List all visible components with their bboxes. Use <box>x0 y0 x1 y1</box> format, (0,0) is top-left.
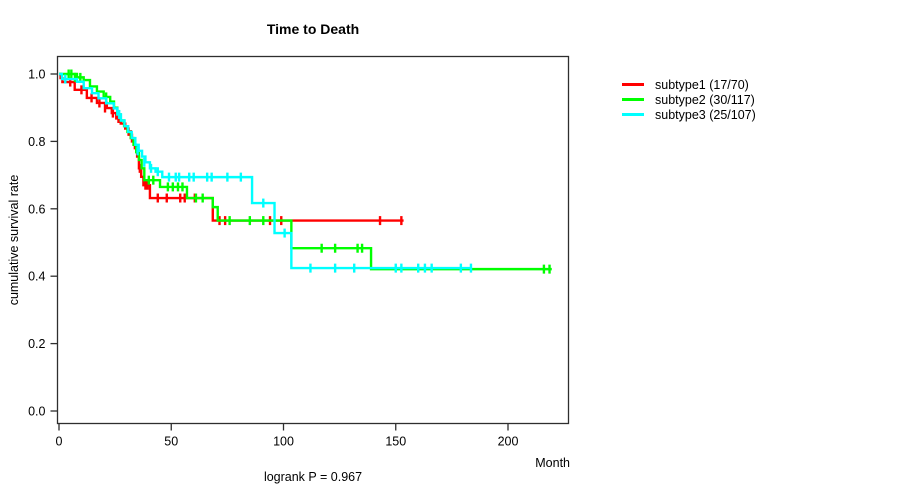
survival-curve-subtype2 <box>59 72 552 271</box>
x-axis-tick-label: 150 <box>385 435 406 449</box>
y-axis-title-text: cumulative survival rate <box>7 174 21 306</box>
x-axis-tick-label: 0 <box>56 435 63 449</box>
legend-line-swatch <box>622 83 644 86</box>
x-axis-tick-label: 200 <box>498 435 519 449</box>
chart-title: Time to Death <box>266 21 360 37</box>
legend-line-swatch <box>622 98 644 101</box>
legend-item-subtype3: subtype3 (25/107) <box>622 107 756 122</box>
y-axis-tick-label: 0.2 <box>28 337 45 351</box>
legend-label: subtype3 (25/107) <box>655 107 756 122</box>
plot-box <box>56 55 570 425</box>
legend: subtype1 (17/70) subtype2 (30/117) subty… <box>622 77 756 122</box>
legend-item-subtype1: subtype1 (17/70) <box>622 77 756 92</box>
legend-label: subtype2 (30/117) <box>655 92 755 107</box>
legend-label: subtype1 (17/70) <box>655 77 749 92</box>
legend-item-subtype2: subtype2 (30/117) <box>622 92 756 107</box>
x-axis-title: Month <box>535 456 570 470</box>
y-axis-tick-label: 0.4 <box>28 270 45 284</box>
survival-curve-subtype3 <box>59 72 473 270</box>
logrank-caption: logrank P = 0.967 <box>263 470 363 484</box>
x-axis-tick-label: 100 <box>273 435 294 449</box>
y-axis-tick-label: 0.0 <box>28 405 45 419</box>
y-axis-tick-label: 1.0 <box>28 68 45 82</box>
y-axis-tick-label: 0.6 <box>28 202 45 216</box>
x-axis-tick-label: 50 <box>164 435 178 449</box>
legend-line-swatch <box>622 113 644 116</box>
y-axis-tick-label: 0.8 <box>28 135 45 149</box>
